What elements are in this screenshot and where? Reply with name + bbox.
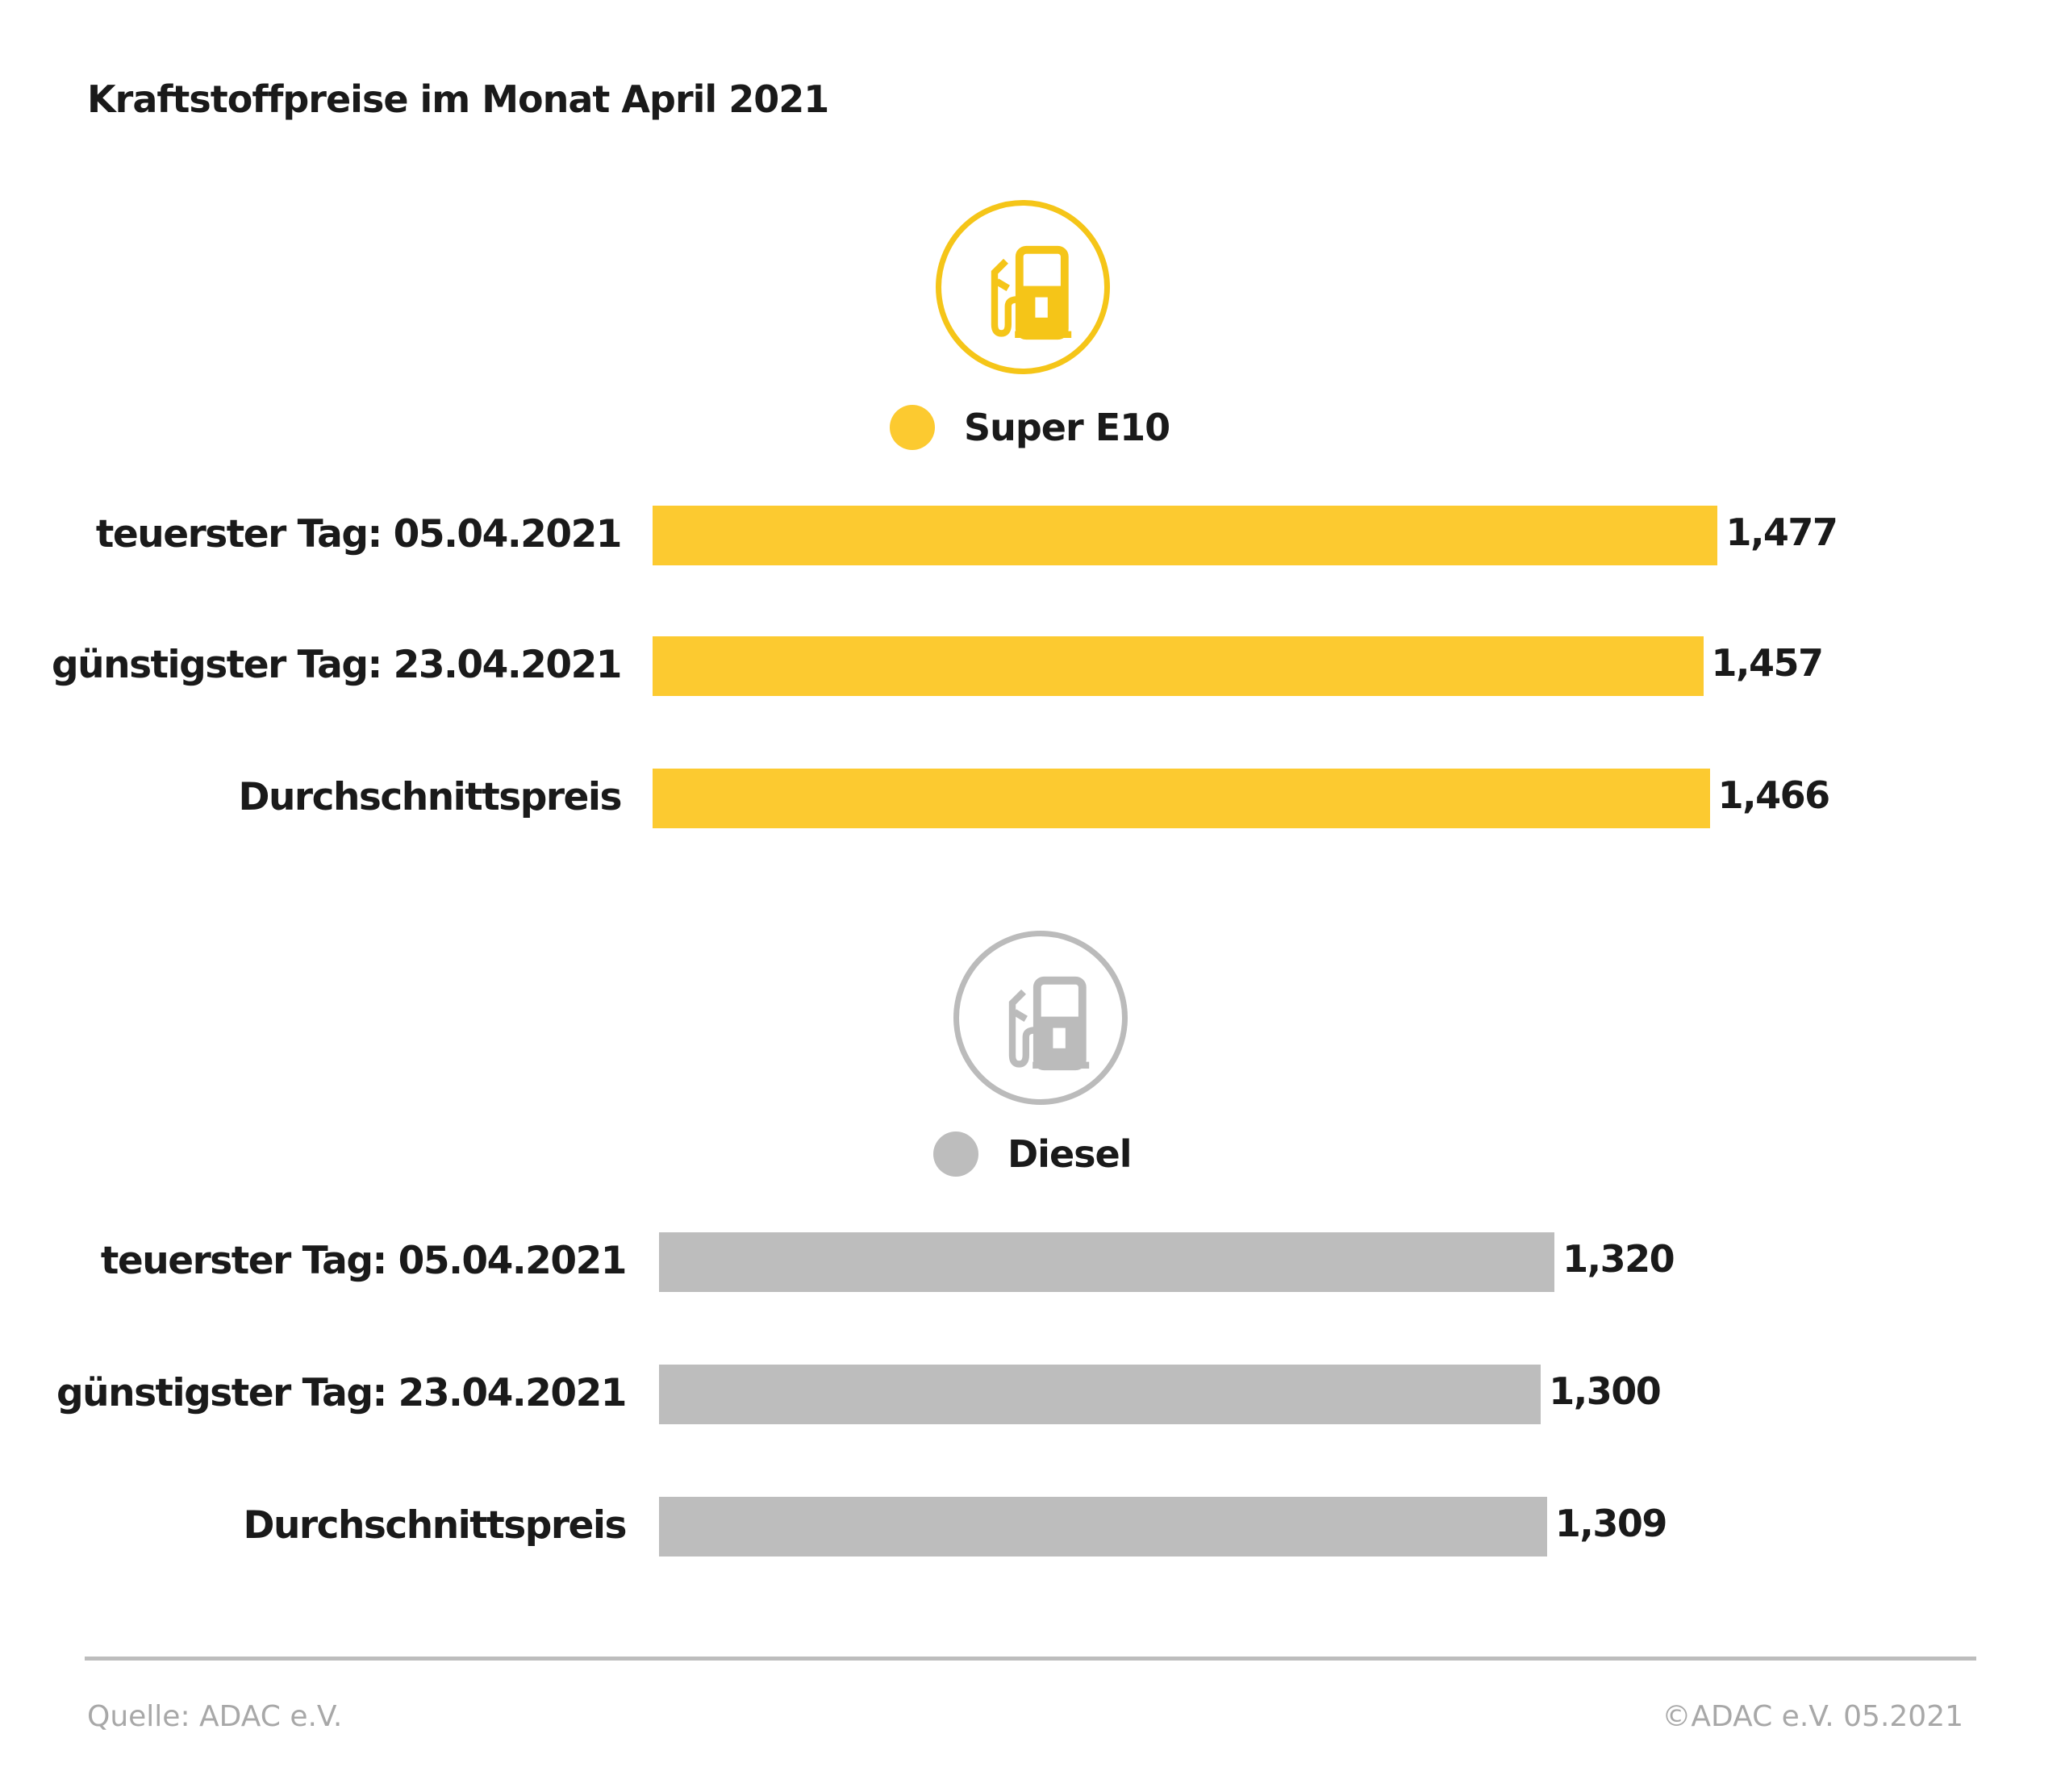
category-label: teuerster Tag: 05.04.2021 bbox=[100, 1239, 628, 1283]
category-label: Durchschnittspreis bbox=[238, 775, 622, 819]
bar bbox=[653, 769, 1710, 828]
footer-divider bbox=[85, 1657, 1976, 1661]
legend-label: Super E10 bbox=[964, 406, 1170, 449]
bar bbox=[659, 1365, 1541, 1424]
source-note: Quelle: ADAC e.V. bbox=[87, 1700, 343, 1733]
fuel-pump-icon bbox=[936, 200, 1110, 374]
legend-swatch bbox=[933, 1131, 978, 1177]
data-label: 1,477 bbox=[1725, 511, 1838, 554]
chart-title: Kraftstoffpreise im Monat April 2021 bbox=[87, 77, 829, 121]
fuel-pump-icon bbox=[953, 931, 1128, 1105]
data-label: 1,466 bbox=[1717, 773, 1831, 817]
data-label: 1,320 bbox=[1562, 1237, 1675, 1281]
copyright-note: ©ADAC e.V. 05.2021 bbox=[1662, 1700, 1963, 1733]
legend-item: Super E10 bbox=[890, 405, 1170, 450]
bar bbox=[659, 1497, 1547, 1557]
legend-swatch bbox=[890, 405, 935, 450]
category-label: teuerster Tag: 05.04.2021 bbox=[95, 512, 623, 556]
category-label: Durchschnittspreis bbox=[243, 1503, 627, 1548]
data-label: 1,300 bbox=[1549, 1369, 1662, 1413]
category-label: günstigster Tag: 23.04.2021 bbox=[52, 643, 622, 687]
category-label: günstigster Tag: 23.04.2021 bbox=[56, 1371, 627, 1415]
data-label: 1,457 bbox=[1711, 641, 1825, 685]
bar bbox=[653, 506, 1718, 565]
data-label: 1,309 bbox=[1554, 1502, 1668, 1545]
legend-label: Diesel bbox=[1007, 1132, 1132, 1176]
legend-item: Diesel bbox=[933, 1131, 1132, 1177]
bar bbox=[653, 636, 1704, 696]
bar bbox=[659, 1232, 1555, 1292]
